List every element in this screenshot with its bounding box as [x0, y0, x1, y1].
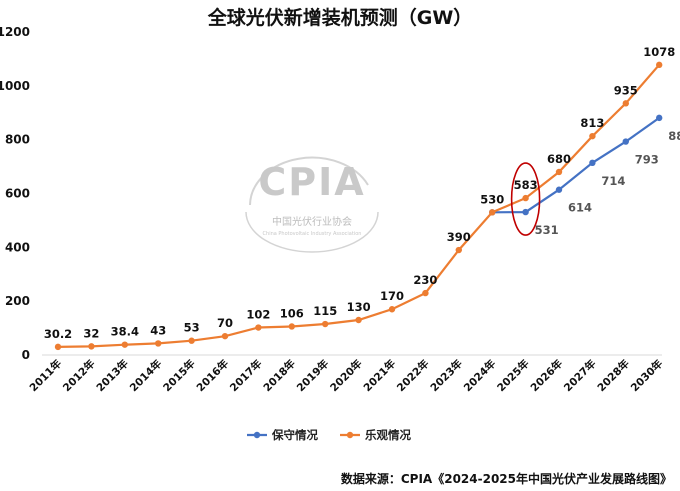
- data-point: [622, 138, 629, 145]
- series-optimistic: [54, 61, 663, 351]
- data-point: [155, 340, 162, 347]
- y-tick-label: 0: [22, 348, 30, 362]
- x-tick-label: 2023年: [428, 357, 466, 395]
- annotation-layer: [510, 162, 541, 236]
- data-label-optimistic: 680: [547, 152, 571, 166]
- data-point: [522, 194, 529, 202]
- watermark-org-cn: 中国光伏行业协会: [272, 215, 352, 228]
- x-tick-label: 2030年: [628, 357, 666, 395]
- y-axis: 0 200 400 600 800 1000 1200: [0, 25, 30, 362]
- data-label-optimistic: 70: [217, 316, 233, 330]
- data-point: [322, 320, 329, 328]
- watermark-arc2-icon: [245, 211, 379, 253]
- y-tick-label: 1000: [0, 79, 30, 93]
- data-label-optimistic: 583: [514, 178, 538, 192]
- y-tick-label: 800: [5, 133, 30, 147]
- data-point: [422, 289, 429, 297]
- legend-label: 保守情况: [271, 428, 318, 442]
- data-point: [522, 208, 529, 216]
- watermark-arc-icon: [249, 156, 369, 206]
- x-tick-label: 2020年: [327, 357, 365, 395]
- data-label-optimistic: 53: [184, 321, 200, 335]
- watermark-logo: CPIA: [258, 160, 365, 204]
- data-label-conservative: 531: [535, 223, 559, 237]
- data-point: [656, 114, 663, 122]
- x-tick-label: 2012年: [60, 357, 98, 395]
- chart-title: 全球光伏新增装机预测（GW）: [207, 6, 473, 29]
- x-tick-label: 2024年: [461, 357, 499, 395]
- data-label-optimistic: 230: [413, 273, 437, 287]
- data-label-optimistic: 390: [447, 230, 471, 244]
- data-label-conservative: 793: [635, 153, 659, 167]
- data-label-optimistic: 530: [480, 192, 504, 206]
- legend-marker-icon: [253, 431, 261, 439]
- x-tick-label: 2021年: [361, 357, 399, 395]
- data-label-optimistic: 43: [150, 323, 166, 337]
- x-tick-label: 2015年: [160, 357, 198, 395]
- data-point: [555, 168, 563, 176]
- y-tick-label: 200: [5, 294, 30, 308]
- y-tick-label: 1200: [0, 25, 30, 39]
- legend-marker-icon: [346, 431, 354, 439]
- data-point: [54, 343, 62, 351]
- data-label-optimistic: 813: [580, 116, 604, 130]
- highlight-ellipse: [510, 162, 541, 236]
- x-tick-label: 2013年: [94, 357, 132, 395]
- data-point: [88, 343, 95, 350]
- cpia-watermark: CPIA 中国光伏行业协会 China Photovoltaic Industr…: [245, 156, 379, 253]
- data-label-conservative: 714: [601, 174, 625, 188]
- series-layer: [54, 61, 663, 351]
- data-label-optimistic: 38.4: [111, 325, 139, 339]
- data-point: [555, 186, 563, 193]
- data-label-optimistic: 102: [246, 308, 270, 322]
- data-label-optimistic: 32: [83, 326, 99, 340]
- data-label-optimistic: 30.2: [44, 327, 72, 341]
- legend-item: 乐观情况: [340, 428, 411, 442]
- data-label-conservative: 614: [568, 201, 592, 215]
- data-point: [489, 209, 496, 216]
- data-label-optimistic: 1078: [643, 45, 675, 59]
- data-point: [255, 324, 262, 331]
- x-tick-label: 2027年: [561, 357, 599, 395]
- x-tick-label: 2017年: [227, 357, 265, 395]
- legend: 保守情况 乐观情况: [247, 428, 411, 442]
- data-point: [121, 341, 128, 348]
- data-labels: 30.2 32 38.4 43 53 70 102 106 115 130 170 230 390 530…: [44, 45, 680, 341]
- watermark-org-en: China Photovoltaic Industry Association: [263, 231, 362, 237]
- data-point: [355, 316, 362, 324]
- data-point: [656, 61, 663, 69]
- data-point: [455, 246, 462, 254]
- x-tick-label: 2028年: [595, 357, 633, 395]
- data-label-optimistic: 130: [347, 300, 371, 314]
- x-tick-label: 2025年: [494, 357, 532, 395]
- data-point: [589, 159, 596, 167]
- y-tick-label: 400: [5, 240, 30, 254]
- series-line: [492, 117, 660, 214]
- x-tick-label: 2011年: [27, 357, 65, 395]
- y-tick-label: 600: [5, 187, 30, 201]
- x-tick-label: 2026年: [528, 357, 566, 395]
- legend-label: 乐观情况: [365, 428, 411, 442]
- data-label-optimistic: 115: [313, 304, 337, 318]
- data-point: [221, 332, 229, 340]
- data-point: [388, 306, 396, 313]
- data-label-optimistic: 935: [614, 83, 638, 97]
- x-axis: 2011年2012年2013年2014年2015年2016年2017年2018年…: [27, 357, 666, 395]
- x-tick-label: 2022年: [394, 357, 432, 395]
- data-point: [589, 132, 596, 140]
- data-label-conservative: 881: [668, 129, 680, 143]
- x-tick-label: 2016年: [194, 357, 232, 395]
- data-point: [288, 323, 295, 330]
- data-label-optimistic: 170: [380, 289, 404, 303]
- legend-item: 保守情况: [247, 428, 318, 442]
- x-tick-label: 2018年: [261, 357, 299, 395]
- data-point: [622, 100, 629, 107]
- source-note: 数据来源：CPIA《2024-2025年中国光伏产业发展路线图》: [341, 471, 672, 486]
- data-label-optimistic: 106: [280, 306, 304, 320]
- x-tick-label: 2014年: [127, 357, 165, 395]
- x-tick-label: 2019年: [294, 357, 332, 395]
- data-point: [188, 337, 195, 344]
